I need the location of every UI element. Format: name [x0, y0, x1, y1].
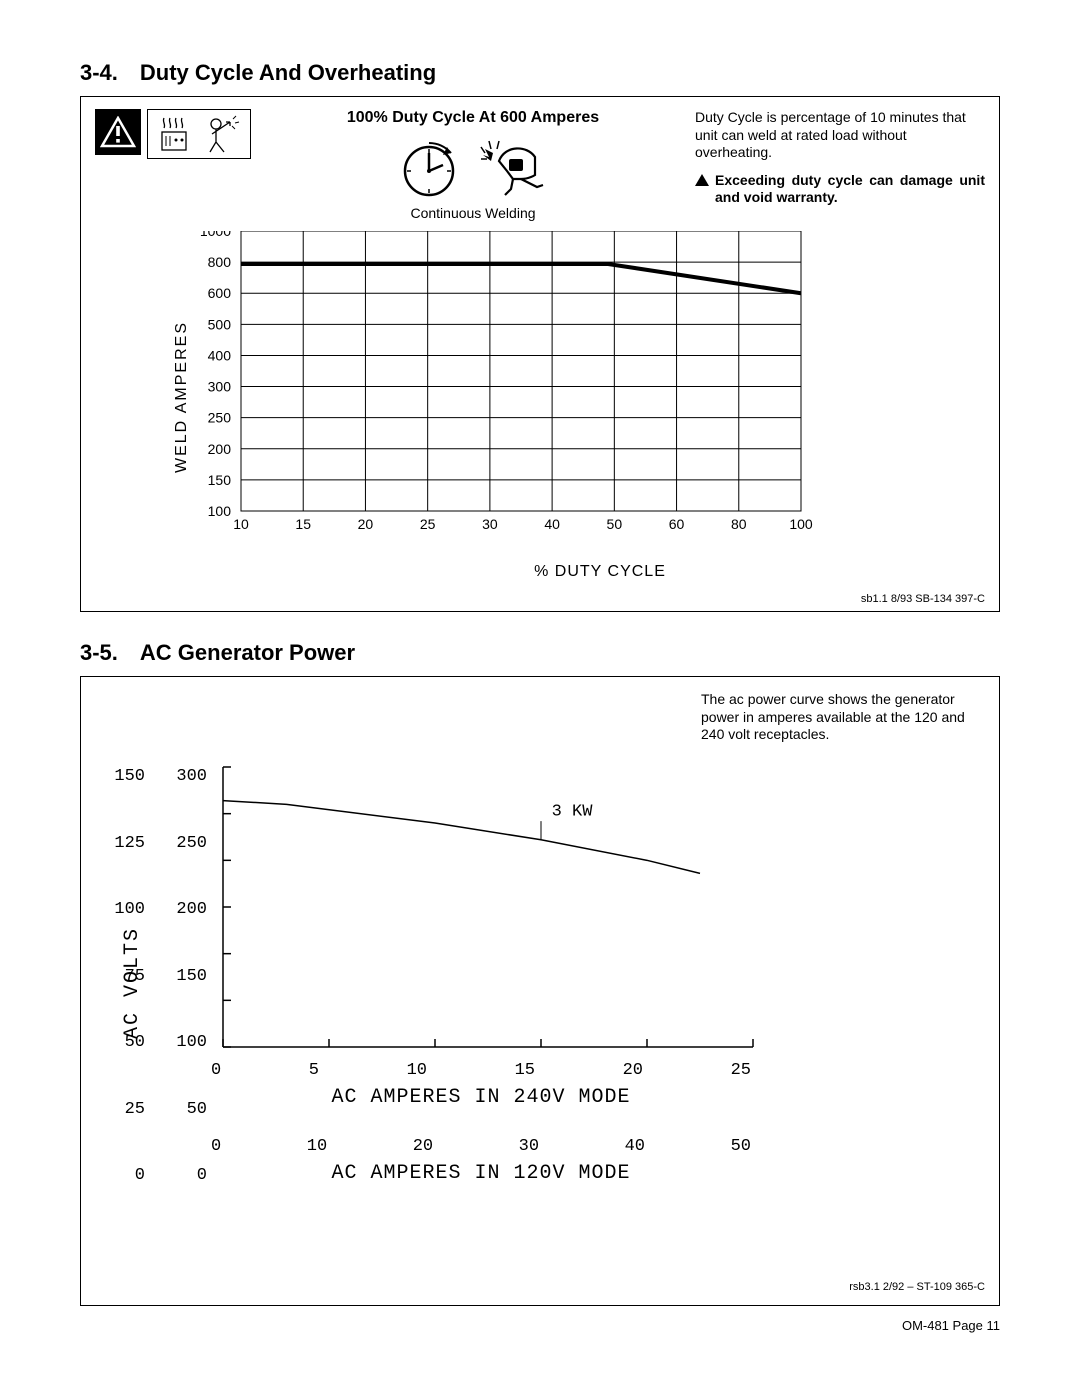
page-footer: OM-481 Page 11 [80, 1318, 1000, 1333]
svg-text:80: 80 [731, 516, 747, 532]
svg-text:20: 20 [358, 516, 374, 532]
y-tick-left: 0 [111, 1166, 145, 1185]
warning-triangle-small-icon [695, 174, 709, 186]
svg-text:400: 400 [208, 347, 232, 363]
svg-text:40: 40 [544, 516, 560, 532]
chart2-x-label-1: AC AMPERES IN 240V MODE [211, 1086, 751, 1109]
svg-text:10: 10 [233, 516, 249, 532]
section1-frame: 100% Duty Cycle At 600 Amperes [80, 96, 1000, 612]
x-tick-1: 10 [407, 1061, 427, 1080]
chart2-x-ticks-1: 0 5 10 15 20 25 [211, 1061, 751, 1080]
section1-top-row: 100% Duty Cycle At 600 Amperes [81, 97, 999, 221]
x-tick-1: 5 [309, 1061, 319, 1080]
x-tick-1: 0 [211, 1061, 221, 1080]
section2-frame: The ac power curve shows the generator p… [80, 676, 1000, 1306]
chart2-x-label-2: AC AMPERES IN 120V MODE [211, 1162, 751, 1185]
section1-description: Duty Cycle is percentage of 10 minutes t… [695, 109, 985, 207]
continuous-welding-label: Continuous Welding [261, 205, 685, 221]
x-tick-1: 15 [515, 1061, 535, 1080]
section2-title: 3-5. AC Generator Power [80, 640, 1000, 666]
svg-text:60: 60 [669, 516, 685, 532]
chart1-x-label: % DUTY CYCLE [201, 563, 999, 581]
x-tick-2: 50 [731, 1137, 751, 1156]
svg-text:800: 800 [208, 254, 232, 270]
x-tick-2: 30 [519, 1137, 539, 1156]
svg-text:150: 150 [208, 472, 232, 488]
y-tick-left: 100 [111, 900, 145, 919]
svg-text:200: 200 [208, 441, 232, 457]
heat-illustration-icon [147, 109, 251, 159]
svg-text:600: 600 [208, 285, 232, 301]
duty-cycle-header: 100% Duty Cycle At 600 Amperes [261, 109, 685, 127]
x-tick-2: 0 [211, 1137, 221, 1156]
svg-text:500: 500 [208, 316, 232, 332]
section1-ref-code: sb1.1 8/93 SB-134 397-C [81, 589, 999, 611]
chart2-svg: 3 KW [219, 763, 779, 1053]
svg-text:100: 100 [789, 516, 813, 532]
y-tick-left: 50 [111, 1033, 145, 1052]
clock-welder-icons [261, 135, 685, 199]
description-text: Duty Cycle is percentage of 10 minutes t… [695, 109, 966, 160]
section1-title: 3-4. Duty Cycle And Overheating [80, 60, 1000, 86]
svg-text:50: 50 [607, 516, 623, 532]
x-tick-1: 20 [623, 1061, 643, 1080]
svg-text:30: 30 [482, 516, 498, 532]
svg-text:1000: 1000 [200, 231, 231, 239]
svg-text:25: 25 [420, 516, 436, 532]
y-tick-left: 150 [111, 767, 145, 786]
warning-text: Exceeding duty cycle can damage unit and… [715, 172, 985, 207]
svg-text:300: 300 [208, 379, 232, 395]
chart2-y-ticks-left: 150 125 100 75 50 25 0 [111, 767, 145, 1185]
svg-text:100: 100 [208, 503, 232, 519]
section2-ref-code: rsb3.1 2/92 – ST-109 365-C [849, 1277, 999, 1299]
x-tick-2: 40 [625, 1137, 645, 1156]
y-tick-left: 25 [111, 1100, 145, 1119]
ac-power-chart: 1501251007550250 300250200150100500 3 KW… [151, 767, 801, 1185]
svg-text:3 KW: 3 KW [552, 803, 594, 822]
svg-text:250: 250 [208, 410, 232, 426]
x-tick-2: 10 [307, 1137, 327, 1156]
y-tick-right: 0 [169, 1166, 207, 1185]
chart2-x-ticks-2: 0 10 20 30 40 50 [211, 1137, 751, 1156]
y-tick-right: 50 [169, 1100, 207, 1119]
section2-description: The ac power curve shows the generator p… [701, 691, 981, 744]
y-tick-left: 75 [111, 967, 145, 986]
duty-cycle-chart: WELD AMPERES 100080060050040030025020015… [111, 231, 969, 561]
x-tick-1: 25 [731, 1061, 751, 1080]
section1-center: 100% Duty Cycle At 600 Amperes [251, 109, 695, 221]
chart1-svg: 1000800600500400300250200150100101520253… [111, 231, 831, 561]
warning-line: Exceeding duty cycle can damage unit and… [695, 172, 985, 207]
y-tick-left: 125 [111, 834, 145, 853]
svg-text:15: 15 [295, 516, 311, 532]
warning-triangle-icon [95, 109, 141, 155]
x-tick-2: 20 [413, 1137, 433, 1156]
